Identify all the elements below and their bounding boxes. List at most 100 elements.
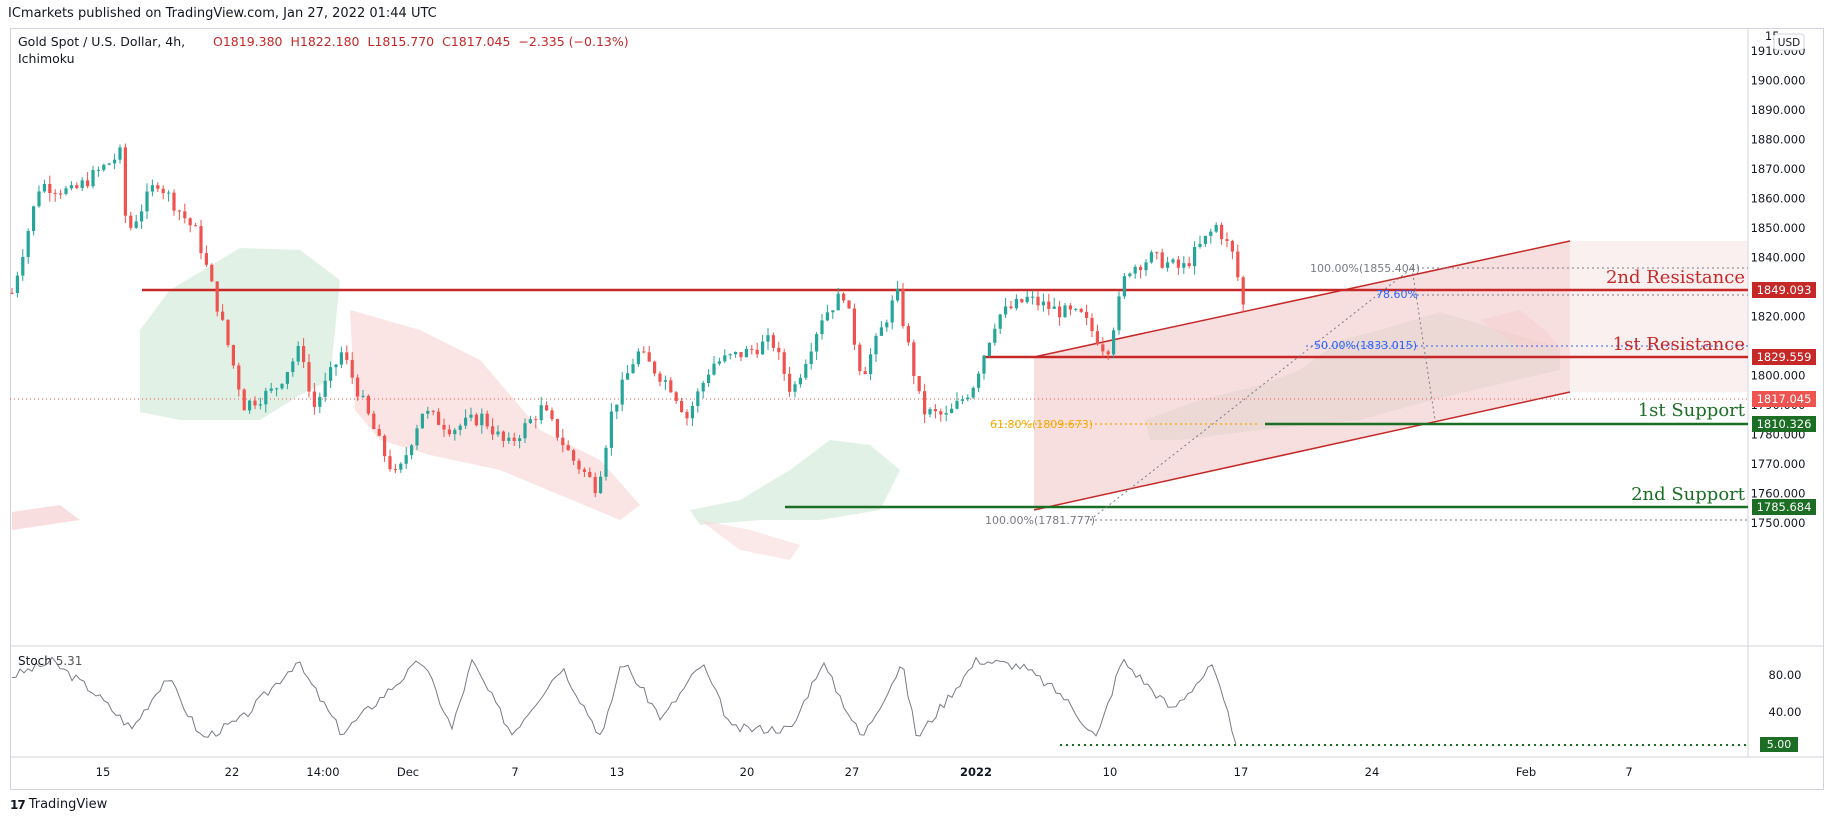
price-tick: 1860.000: [1751, 191, 1806, 205]
candle-body: [874, 335, 878, 355]
candle-body: [420, 413, 424, 429]
indicator-ichimoku[interactable]: Ichimoku: [18, 51, 75, 66]
candle-body: [782, 352, 786, 374]
candle-body: [912, 342, 916, 376]
candle-body: [712, 363, 716, 375]
candle-body: [437, 411, 441, 425]
price-tick: 1890.000: [1751, 103, 1806, 117]
ohlc-change: −2.335 (−0.13%): [518, 34, 629, 49]
candle-body: [291, 361, 295, 373]
time-tick: 14:00: [306, 765, 339, 779]
candle-body: [1209, 231, 1213, 236]
price-axis[interactable]: 15…1910.0001900.0001890.0001880.0001870.…: [1751, 29, 1806, 530]
candle-body: [1203, 235, 1207, 244]
candle-body: [302, 346, 306, 363]
candle-body: [723, 355, 727, 362]
candle-body: [485, 413, 489, 427]
candle-body: [604, 447, 608, 477]
candle-body: [1198, 243, 1202, 247]
candle-body: [734, 352, 738, 355]
time-axis[interactable]: 15 22 14:00 Dec 7 13 20 27 2022 10 17 24 Feb 7: [96, 765, 1633, 779]
candle-body: [739, 352, 743, 358]
candle-body: [307, 362, 311, 392]
candle-body: [431, 410, 435, 412]
candle-body: [383, 435, 387, 457]
candle-body: [1052, 306, 1056, 309]
candle-body: [998, 314, 1002, 329]
price-tick: 1820.000: [1751, 310, 1806, 324]
candle-body: [86, 180, 90, 187]
candle-body: [453, 429, 457, 435]
time-tick: 7: [511, 765, 518, 779]
candle-body: [491, 426, 495, 435]
price-tick: 1760.000: [1751, 487, 1806, 501]
stoch-level-tag: 5.00: [1760, 737, 1798, 752]
candle-body: [960, 399, 964, 401]
time-tick: Feb: [1516, 765, 1536, 779]
time-tick: 24: [1365, 765, 1380, 779]
candle-body: [161, 188, 165, 194]
candle-body: [140, 211, 144, 222]
candle-body: [804, 364, 808, 378]
candle-body: [1122, 276, 1126, 297]
time-tick: 20: [740, 765, 755, 779]
time-tick: 10: [1103, 765, 1118, 779]
candle-body: [1095, 331, 1099, 345]
fib-retracement[interactable]: 100.00%(1855.404) 78.60% 50.00%(1833.015…: [985, 262, 1748, 527]
candle-body: [1182, 263, 1186, 268]
candle-body: [372, 413, 376, 430]
candle-body: [847, 300, 851, 309]
candle-body: [512, 437, 516, 441]
channel-lower-line[interactable]: [1033, 391, 1571, 511]
candle-body: [879, 327, 883, 336]
svg-text:1817.045: 1817.045: [1757, 392, 1812, 406]
price-tick: 1880.000: [1751, 132, 1806, 146]
candle-body: [771, 335, 775, 348]
candle-body: [194, 225, 198, 227]
candle-body: [1241, 277, 1245, 305]
candle-body: [1144, 262, 1148, 271]
label-1st-resistance: 1st Resistance: [1613, 334, 1745, 355]
candle-body: [410, 445, 414, 456]
candle-body: [750, 348, 754, 350]
candle-body: [356, 377, 360, 397]
candle-body: [1090, 317, 1094, 332]
svg-text:1810.326: 1810.326: [1757, 417, 1812, 431]
candle-body: [1133, 266, 1137, 274]
candle-body: [1063, 305, 1067, 318]
candle-body: [1128, 273, 1132, 277]
candle-body: [717, 361, 721, 364]
candle-body: [280, 383, 284, 389]
candle-body: [129, 215, 133, 228]
footer-brand[interactable]: 17 TradingView: [10, 797, 107, 812]
candle-body: [744, 348, 748, 358]
candle-body: [906, 326, 910, 343]
candle-body: [1220, 224, 1224, 240]
candle-body: [766, 335, 770, 342]
candle-body: [501, 431, 505, 441]
candle-body: [242, 389, 246, 411]
time-tick: 22: [225, 765, 240, 779]
channel-upper-line[interactable]: [1033, 240, 1571, 358]
candle-body: [1106, 351, 1110, 355]
candle-body: [955, 400, 959, 409]
candle-body: [1101, 344, 1105, 352]
candle-body: [496, 431, 500, 435]
candle-body: [1031, 296, 1035, 298]
candle-body: [1025, 296, 1029, 303]
candle-body: [1112, 330, 1116, 355]
candle-body: [793, 384, 797, 392]
candle-body: [674, 392, 678, 401]
stoch-legend[interactable]: Stoch 5.31: [18, 654, 82, 668]
symbol-name[interactable]: Gold Spot / U.S. Dollar, 4h,: [18, 34, 186, 49]
candle-body: [582, 469, 586, 472]
candle-body: [1193, 246, 1197, 267]
candle-body: [91, 170, 95, 187]
candle-body: [545, 405, 549, 411]
candle-body: [80, 180, 84, 188]
candle-body: [1230, 241, 1234, 252]
ascending-channel-fill-2: [1570, 241, 1748, 392]
currency-badge[interactable]: USD: [1773, 33, 1805, 51]
candle-body: [842, 293, 846, 301]
